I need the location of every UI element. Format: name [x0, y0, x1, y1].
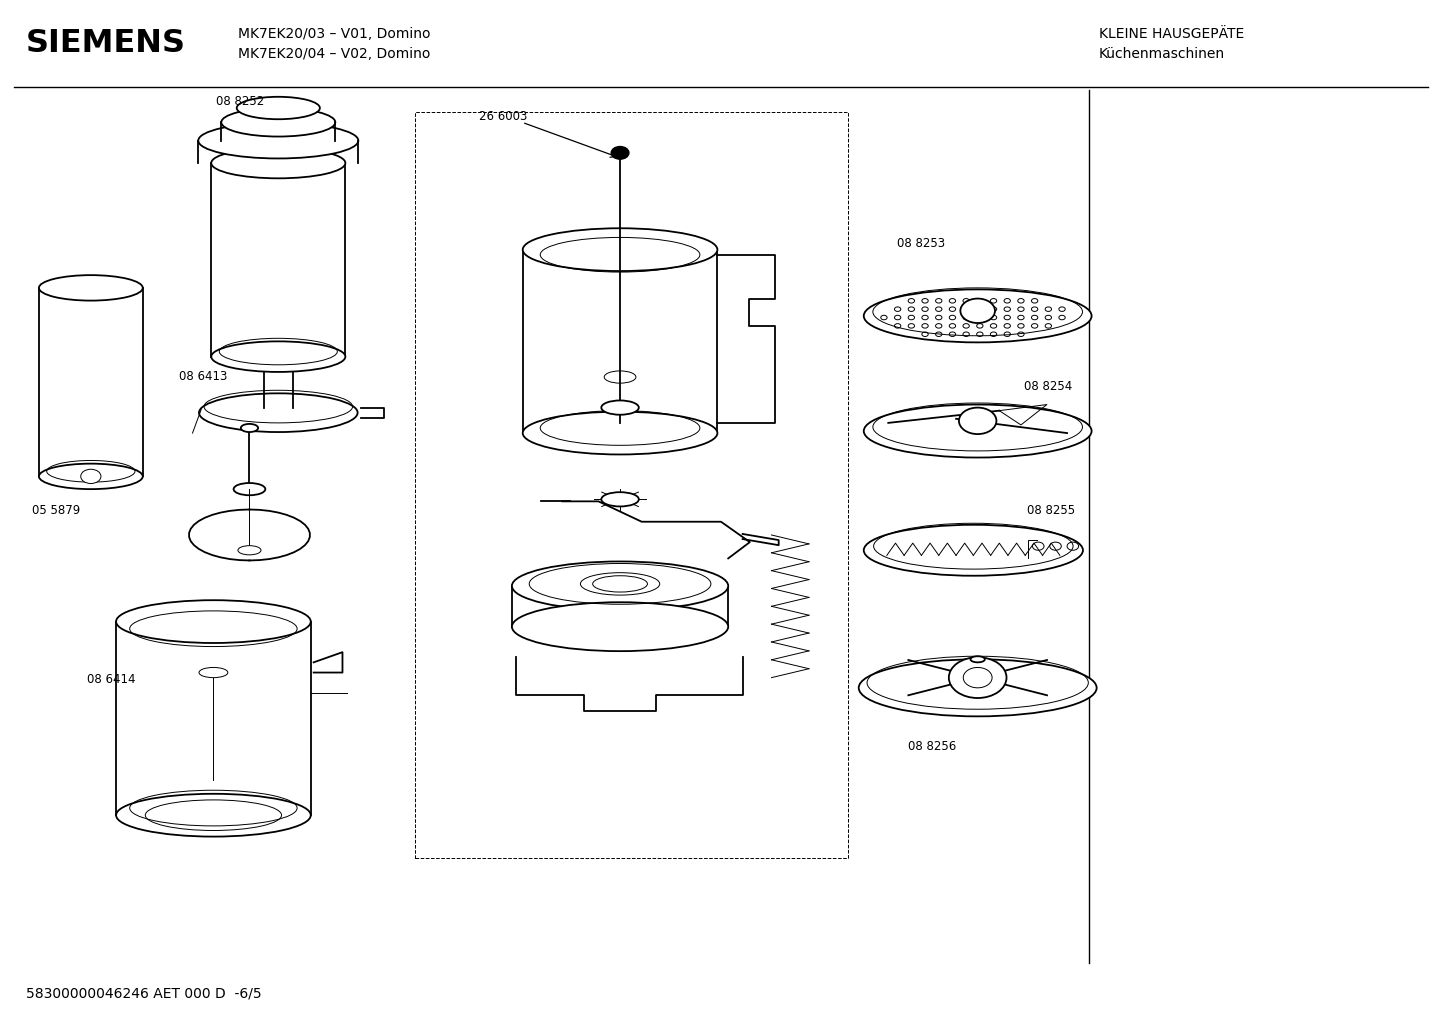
Ellipse shape	[115, 600, 311, 643]
Ellipse shape	[238, 546, 261, 555]
Ellipse shape	[864, 405, 1092, 458]
Ellipse shape	[864, 525, 1083, 576]
Circle shape	[959, 408, 996, 434]
Ellipse shape	[199, 667, 228, 678]
Ellipse shape	[512, 561, 728, 610]
Ellipse shape	[970, 656, 985, 662]
Text: 08 8255: 08 8255	[1027, 503, 1074, 517]
Circle shape	[611, 147, 629, 159]
Ellipse shape	[198, 123, 358, 158]
Ellipse shape	[864, 289, 1092, 342]
Ellipse shape	[580, 573, 659, 595]
Text: 08 8253: 08 8253	[897, 236, 945, 250]
Ellipse shape	[241, 424, 258, 432]
Text: 08 6413: 08 6413	[179, 370, 228, 383]
Ellipse shape	[236, 97, 320, 119]
Circle shape	[963, 667, 992, 688]
Text: 26 6003: 26 6003	[479, 110, 528, 123]
Ellipse shape	[39, 275, 143, 301]
Text: MK7EK20/03 – V01, Domino: MK7EK20/03 – V01, Domino	[238, 26, 430, 41]
Ellipse shape	[115, 794, 311, 837]
Text: 05 5879: 05 5879	[32, 503, 79, 517]
Ellipse shape	[601, 492, 639, 506]
Text: 08 8256: 08 8256	[908, 740, 956, 753]
Text: KLEINE HAUSGЕРÄTE: KLEINE HAUSGЕРÄTE	[1099, 26, 1244, 41]
Ellipse shape	[39, 464, 143, 489]
Ellipse shape	[522, 412, 718, 454]
Ellipse shape	[512, 602, 728, 651]
Ellipse shape	[199, 393, 358, 432]
Ellipse shape	[601, 400, 639, 415]
Ellipse shape	[234, 483, 265, 495]
Ellipse shape	[211, 148, 346, 178]
Circle shape	[960, 299, 995, 323]
Text: Küchenmaschinen: Küchenmaschinen	[1099, 47, 1224, 61]
Circle shape	[81, 469, 101, 484]
Text: 58300000046246 AET 000 D  -6/5: 58300000046246 AET 000 D -6/5	[26, 986, 261, 1001]
Text: MK7EK20/04 – V02, Domino: MK7EK20/04 – V02, Domino	[238, 47, 430, 61]
Ellipse shape	[522, 228, 718, 271]
Ellipse shape	[211, 341, 346, 372]
Text: SIEMENS: SIEMENS	[26, 29, 186, 59]
Ellipse shape	[262, 359, 294, 369]
Text: 08 6414: 08 6414	[87, 673, 136, 686]
Text: 08 8254: 08 8254	[1024, 380, 1071, 393]
Ellipse shape	[221, 108, 336, 137]
Circle shape	[949, 657, 1007, 698]
Text: 08 8252: 08 8252	[216, 95, 264, 108]
Ellipse shape	[859, 659, 1097, 716]
